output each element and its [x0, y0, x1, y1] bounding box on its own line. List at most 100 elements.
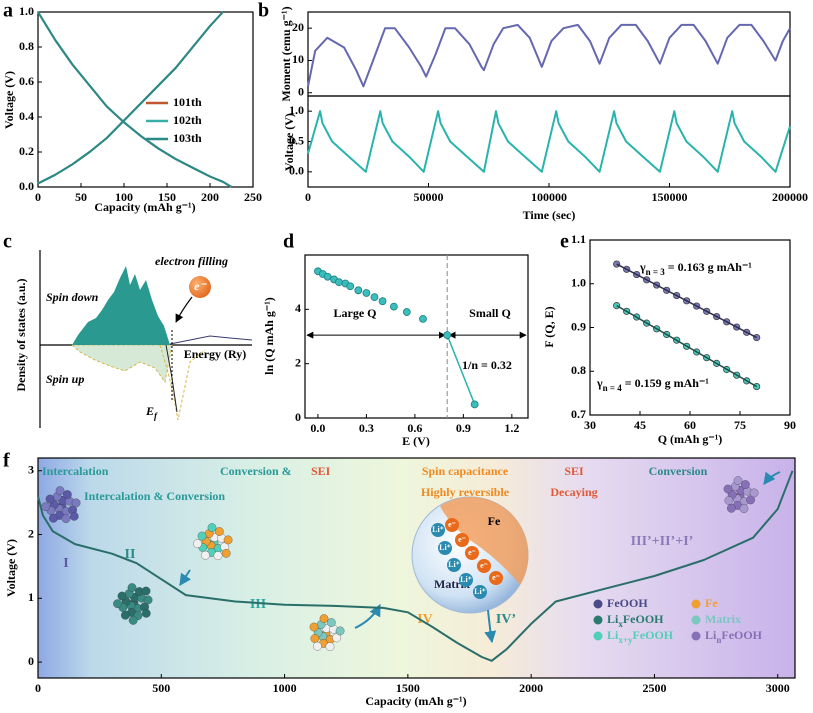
cluster-particle [113, 599, 122, 609]
y-tick-label: 0 [298, 85, 304, 99]
cluster-particle [332, 633, 341, 643]
annotation: Intercalation [42, 464, 109, 478]
data-line [446, 334, 476, 405]
x-tick-label: 3000 [766, 681, 790, 695]
electron-label: e⁻ [468, 548, 476, 557]
x-tick-label: 150 [158, 190, 176, 204]
y-tick-label: 2 [28, 526, 34, 540]
cluster-particle [749, 488, 759, 498]
cluster-particle [309, 622, 319, 632]
legend-marker [691, 631, 701, 641]
legend-marker [691, 615, 701, 625]
legend-label-part: Matrix [705, 612, 741, 626]
annotation-part: n = 3 [646, 267, 666, 277]
y-tick-label: 0.4 [19, 109, 34, 123]
li-ion-label: Li⁺ [474, 587, 486, 596]
legend-label: Fe [705, 596, 718, 610]
legend-label: LinFeOOH [705, 628, 763, 645]
data-point [362, 289, 371, 297]
x-axis-label: Time (sec) [523, 208, 576, 222]
filling-arrow [175, 296, 193, 323]
cluster-particle [121, 610, 130, 620]
cluster-particle [319, 614, 329, 623]
cluster-particle [45, 494, 55, 504]
plot-frame [37, 457, 796, 679]
x-tick-label: 100 [115, 190, 133, 204]
cluster-particle [55, 486, 65, 495]
annotation: γn = 3 = 0.163 g mAh⁻¹ [639, 260, 752, 277]
legend-label-part: n [716, 635, 721, 645]
y-tick-label: 20 [292, 20, 304, 34]
annotation: Highly reversible [421, 485, 510, 499]
li-ion [431, 523, 445, 537]
y-axis-label: F (Q, E) [542, 306, 556, 347]
cluster-particle [739, 504, 749, 514]
annotation-part: = 0.159 g mAh⁻¹ [622, 376, 710, 390]
inset-label: Fe [488, 514, 501, 528]
li-ion-label: Li⁺ [448, 560, 460, 569]
data-point [323, 272, 332, 281]
li-ion-label: Li⁺ [432, 525, 444, 534]
legend-label: 102th [173, 113, 202, 127]
annotation: Conversion & [220, 464, 292, 478]
y-tick-label: 10 [292, 52, 304, 66]
x-tick-label: 60 [684, 418, 696, 432]
panel-label: c [3, 231, 12, 253]
x-tick-label: 75 [734, 418, 746, 432]
annotation: SEI [311, 464, 331, 478]
cluster-particle [69, 511, 79, 521]
annotation: II [125, 547, 136, 562]
annotation: IV [417, 612, 433, 627]
fit-line [616, 263, 758, 339]
y-axis-label: Voltage (V) [282, 113, 296, 171]
cluster-particle [63, 490, 72, 499]
x-tick-label: 200000 [772, 190, 808, 204]
spin-down-tail [169, 335, 253, 345]
y-tick-label: 1 [28, 590, 34, 604]
li-ion-label: Li⁺ [460, 575, 472, 584]
data-line [37, 11, 233, 188]
legend-label: FeOOH [607, 596, 648, 610]
cluster-particle [49, 513, 58, 523]
x-tick-label: 500 [152, 681, 170, 695]
annotation: III [250, 597, 266, 612]
li-ion-label: Li⁺ [439, 543, 451, 552]
x-tick-label: 0.9 [456, 421, 471, 435]
x-tick-label: 0 [35, 190, 41, 204]
annotation: Spin capacitance [422, 464, 509, 478]
cluster-particle [727, 503, 736, 513]
annotation: Decaying [550, 485, 597, 499]
cluster-particle [207, 523, 217, 532]
y-tick-label: 1.1 [571, 232, 586, 246]
electron-label: e⁻ [492, 573, 500, 582]
annotation: 1/n = 0.32 [462, 358, 512, 372]
legend-label-part: FeOOH [623, 612, 664, 626]
annotation: Spin up [46, 372, 84, 386]
y-tick-label: 0.0 [289, 164, 304, 178]
legend-marker [593, 631, 603, 641]
process-arrow [179, 569, 191, 586]
cluster-particle [201, 550, 210, 560]
data-line [307, 110, 791, 173]
cluster-particle [746, 495, 755, 505]
x-axis-label: Energy (Ry) [184, 347, 247, 361]
data-point [402, 308, 411, 316]
y-axis-label: Voltage (V) [2, 71, 16, 129]
legend-label: 101th [173, 95, 202, 109]
y-axis-label: ln (Q mAh g⁻¹) [262, 297, 276, 375]
cluster-particle [723, 484, 733, 494]
data-point [354, 286, 363, 295]
plot-frame [304, 254, 529, 419]
li-ion [438, 541, 452, 555]
x-tick-label: 45 [634, 418, 646, 432]
cluster-particle [335, 626, 345, 636]
x-tick-label: 0.3 [359, 421, 374, 435]
y-axis-label: Moment (emu g⁻¹) [279, 6, 293, 101]
y-tick-label: 0.8 [571, 363, 586, 377]
x-tick-label: 50000 [414, 190, 444, 204]
data-point [389, 302, 398, 311]
legend-label-part: Li [607, 612, 619, 626]
cluster-particle [141, 586, 151, 596]
plot-frame [37, 11, 254, 188]
